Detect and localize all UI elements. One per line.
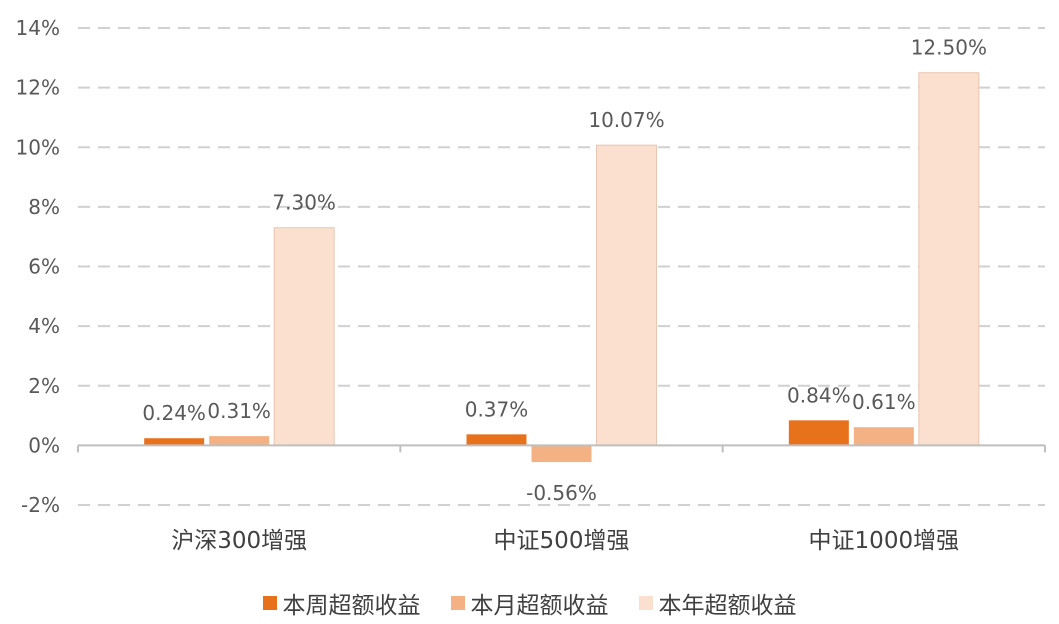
data-label: 12.50% bbox=[911, 36, 987, 60]
data-label: 0.37% bbox=[465, 397, 529, 421]
x-axis bbox=[77, 444, 1046, 453]
bar bbox=[596, 144, 657, 446]
data-label: 0.31% bbox=[207, 399, 271, 423]
category-labels: 沪深300增强 中证500增强 中证1000增强 bbox=[171, 528, 959, 554]
data-labels: 0.24% 0.31% 7.30% 0.37% -0.56% 10.07% 0.84% 0.6… bbox=[142, 36, 987, 505]
bar bbox=[144, 438, 205, 446]
bars bbox=[144, 72, 980, 463]
gridlines bbox=[78, 27, 1045, 506]
legend: 本周超额收益 本月超额收益 本年超额收益 bbox=[0, 586, 1059, 620]
y-tick-label: 8% bbox=[28, 195, 60, 219]
data-label: 10.07% bbox=[588, 108, 664, 132]
bar-chart: 14%12%10%8%6%4%2%0%-2% 0.24% 0.31%7.30%0.… bbox=[16, 16, 1046, 554]
bar bbox=[273, 227, 335, 446]
legend-item-yearly: 本年超额收益 bbox=[638, 586, 797, 620]
bar bbox=[788, 420, 849, 446]
legend-label-monthly: 本月超额收益 bbox=[470, 593, 609, 619]
legend-swatch-weekly bbox=[262, 596, 277, 610]
y-tick-label: 14% bbox=[16, 16, 60, 40]
bar bbox=[466, 434, 527, 446]
legend-swatch-yearly bbox=[638, 596, 653, 610]
legend-label-weekly: 本周超额收益 bbox=[282, 593, 421, 619]
data-label: 0.24% bbox=[142, 401, 206, 425]
y-tick-label: 4% bbox=[28, 314, 60, 338]
bar bbox=[531, 445, 592, 463]
x-category-label: 中证500增强 bbox=[494, 528, 630, 554]
legend-item-weekly: 本周超额收益 bbox=[262, 586, 421, 620]
y-tick-label: 10% bbox=[16, 135, 60, 159]
bar bbox=[918, 72, 980, 446]
y-axis-ticks: 14% 12% 10% 8% 6% 4% 2% 0% -2% bbox=[16, 16, 60, 517]
legend-swatch-monthly bbox=[450, 596, 465, 610]
y-tick-label: 0% bbox=[28, 433, 60, 457]
data-label: 0.84% bbox=[787, 383, 851, 407]
legend-label-yearly: 本年超额收益 bbox=[658, 593, 797, 619]
bar bbox=[209, 436, 270, 446]
legend-item-monthly: 本月超额收益 bbox=[450, 586, 609, 620]
bar bbox=[853, 427, 914, 446]
y-tick-label: 6% bbox=[28, 255, 60, 279]
x-category-label: 中证1000增强 bbox=[809, 528, 960, 554]
data-label: 0.61% bbox=[852, 390, 916, 414]
y-tick-label: 12% bbox=[16, 76, 60, 100]
data-label: 7.30% bbox=[272, 191, 336, 215]
data-label: -0.56% bbox=[526, 481, 597, 505]
y-tick-label: 2% bbox=[28, 374, 60, 398]
x-category-label: 沪深300增强 bbox=[171, 528, 307, 554]
y-tick-label: -2% bbox=[21, 493, 60, 517]
